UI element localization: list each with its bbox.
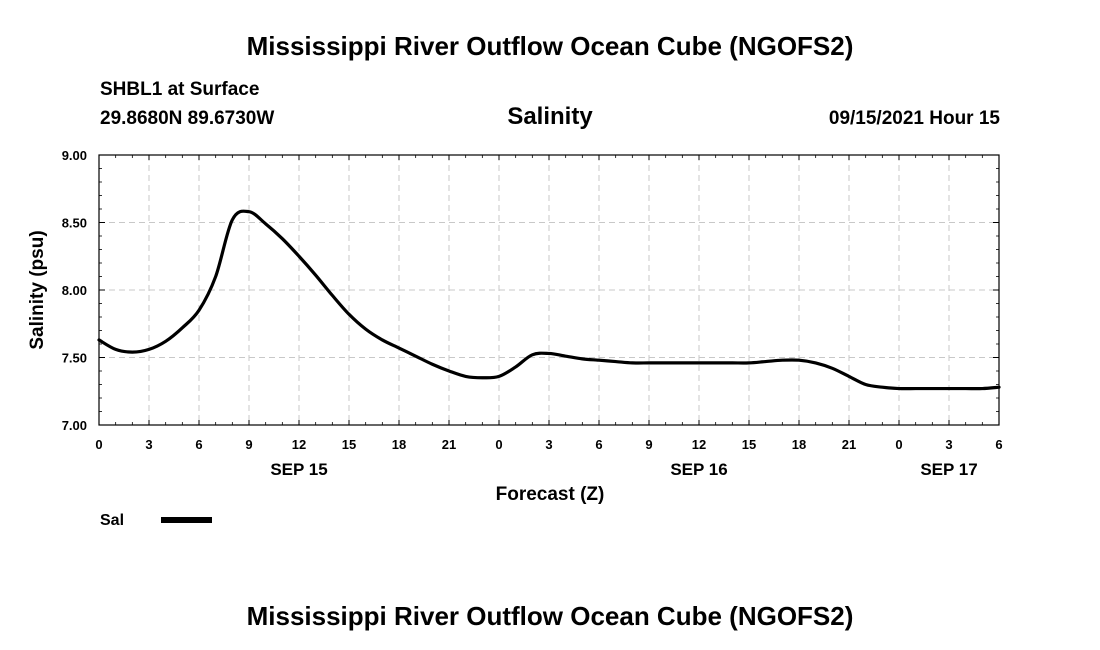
series-layer	[97, 209, 1001, 391]
x-tick-label: 6	[195, 437, 202, 452]
grid	[99, 155, 999, 425]
x-tick-label: 21	[442, 437, 456, 452]
x-tick-label: 6	[595, 437, 602, 452]
x-tick-label: 9	[645, 437, 652, 452]
variable-title: Salinity	[507, 103, 593, 130]
chart-title: Mississippi River Outflow Ocean Cube (NG…	[247, 31, 854, 61]
x-tick-label: 0	[95, 437, 102, 452]
y-tick-label: 7.50	[62, 351, 87, 366]
x-tick-label: 18	[392, 437, 406, 452]
x-axis-title: Forecast (Z)	[496, 484, 605, 505]
footer-title: Mississippi River Outflow Ocean Cube (NG…	[247, 601, 854, 631]
x-tick-label: 3	[545, 437, 552, 452]
series-line-sal	[97, 209, 1001, 391]
y-tick-label: 7.00	[62, 418, 87, 433]
x-tick-label: 3	[945, 437, 952, 452]
date-label: SEP 17	[920, 460, 977, 479]
axis-labels: 0 3 6 9 12 15 18 21 0 3 6 9 12 15 18 21 0 3 6 7.00 7.50 8.00 8…	[62, 148, 1003, 479]
x-tick-label: 0	[495, 437, 502, 452]
date-label: SEP 15	[270, 460, 327, 479]
y-tick-label: 8.50	[62, 216, 87, 231]
x-tick-label: 15	[342, 437, 356, 452]
x-tick-label: 0	[895, 437, 902, 452]
x-tick-label: 18	[792, 437, 806, 452]
y-tick-label: 9.00	[62, 148, 87, 163]
x-tick-label: 3	[145, 437, 152, 452]
datetime-label: 09/15/2021 Hour 15	[829, 108, 1001, 129]
location-label: 29.8680N 89.6730W	[100, 108, 274, 129]
station-label: SHBL1 at Surface	[100, 79, 259, 100]
x-tick-label: 15	[742, 437, 756, 452]
x-tick-label: 12	[692, 437, 706, 452]
x-tick-label: 12	[292, 437, 306, 452]
legend-label: Sal	[100, 512, 124, 529]
y-tick-label: 8.00	[62, 283, 87, 298]
x-tick-label: 9	[245, 437, 252, 452]
y-axis-title: Salinity (psu)	[27, 230, 48, 349]
x-tick-label: 6	[995, 437, 1002, 452]
date-label: SEP 16	[670, 460, 727, 479]
x-tick-label: 21	[842, 437, 856, 452]
plot-frame	[98, 154, 1000, 426]
